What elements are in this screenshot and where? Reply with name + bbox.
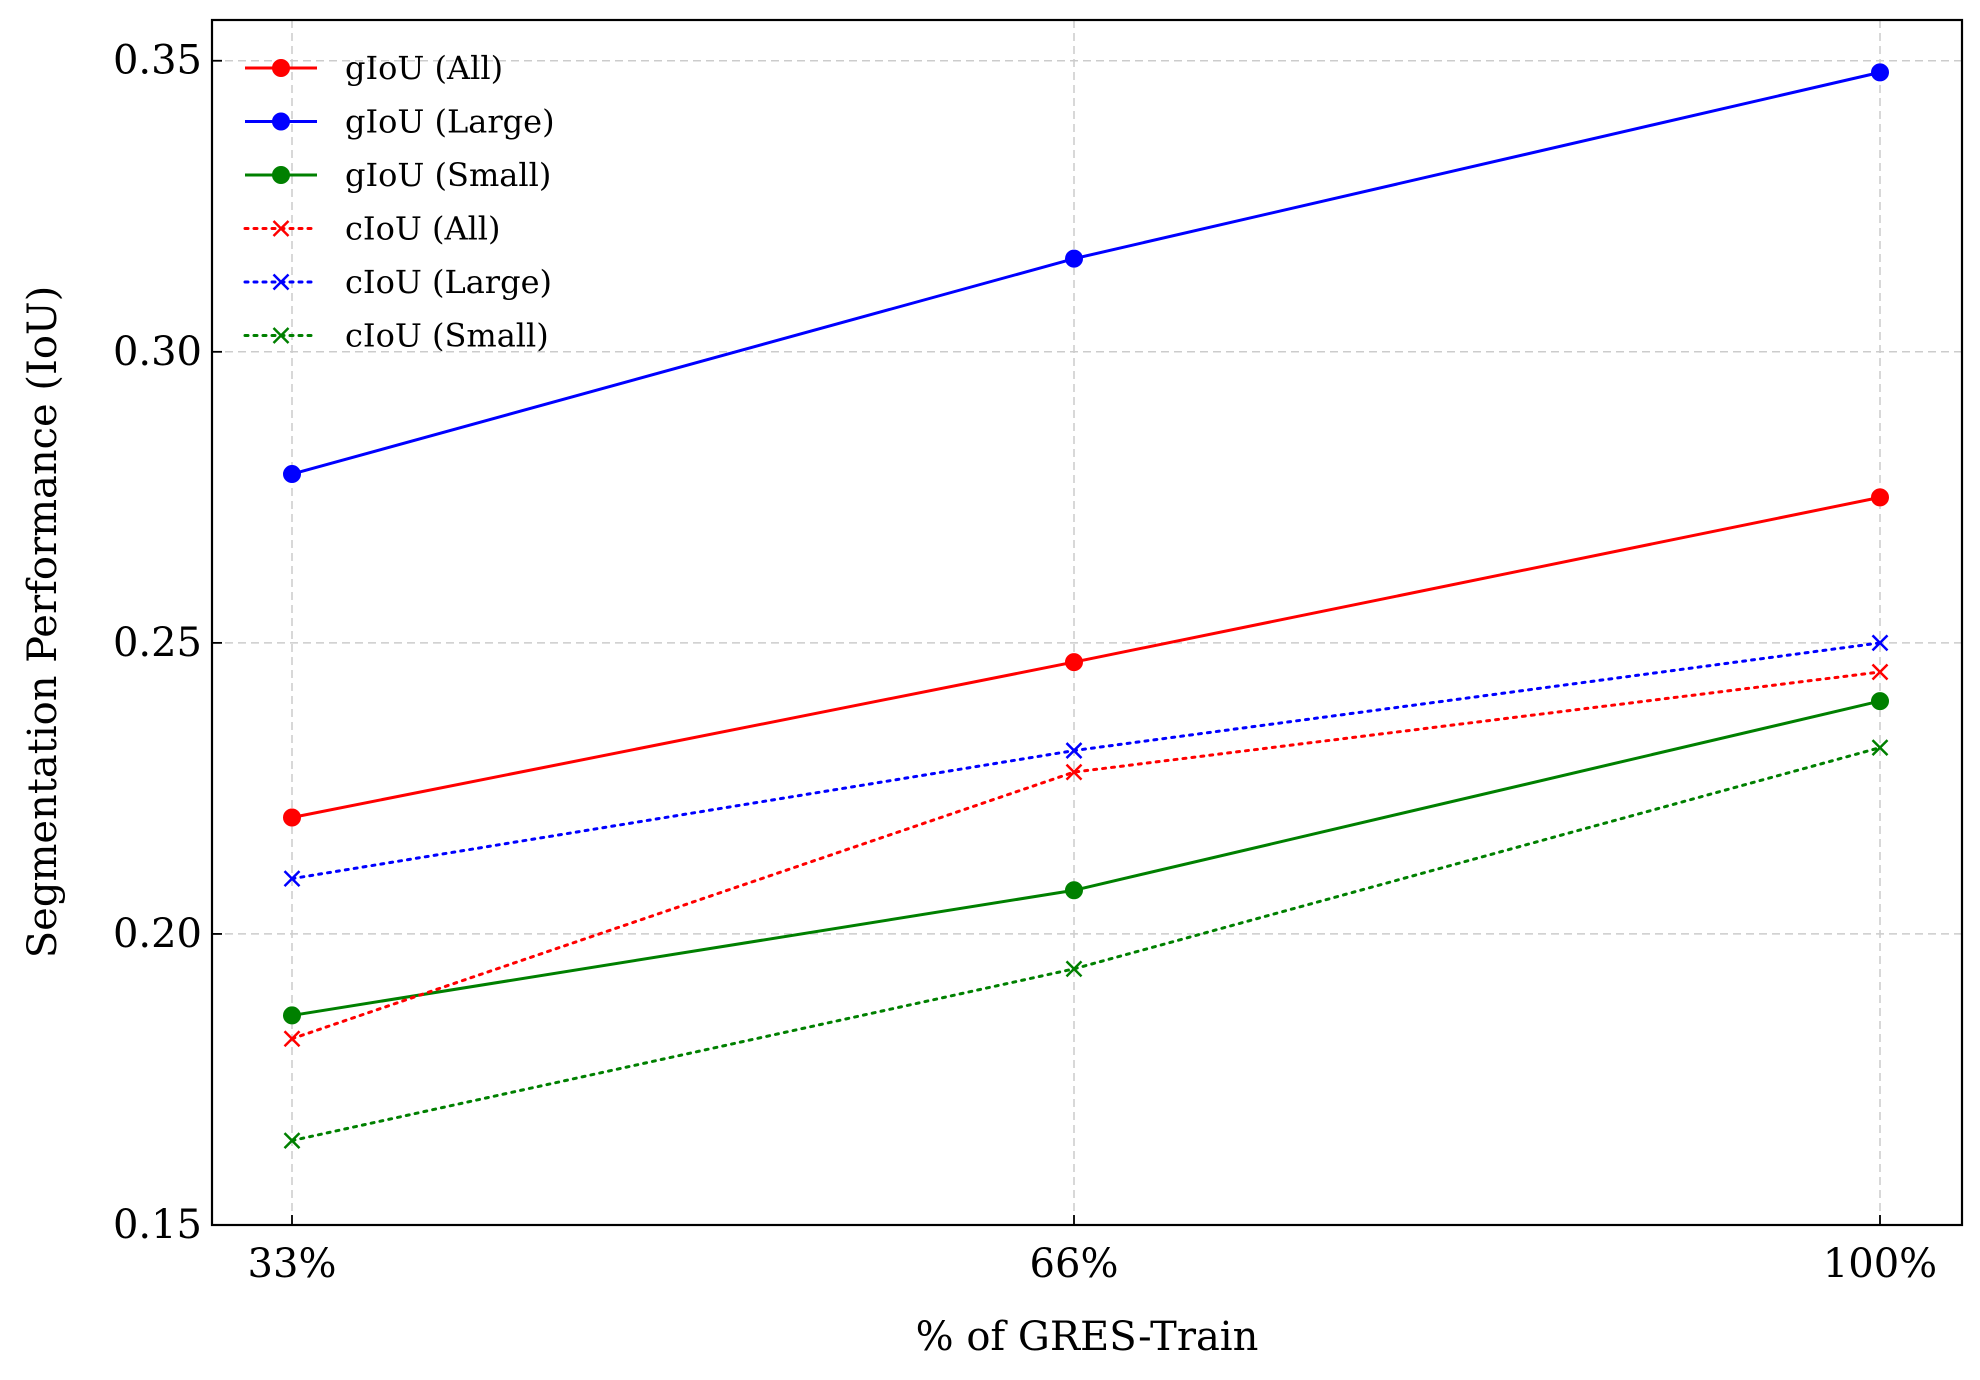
- legend-label: cIoU (Small): [345, 317, 549, 355]
- y-tick-label: 0.25: [113, 620, 202, 666]
- legend-marker-stroke-b: [272, 327, 290, 344]
- data-point-stroke-b: [1065, 742, 1083, 759]
- x-axis-title: % of GRES-Train: [916, 1314, 1259, 1360]
- series-line-4: [290, 641, 1882, 881]
- data-point-stroke-b: [283, 870, 301, 888]
- legend-marker: [272, 220, 290, 237]
- data-point: [1065, 881, 1083, 900]
- data-point: [1871, 739, 1889, 757]
- legend-marker: [272, 166, 290, 184]
- y-tick-label: 0.30: [113, 329, 202, 375]
- legend-marker-stroke-b: [272, 220, 290, 237]
- legend-label: cIoU (All): [345, 210, 501, 248]
- data-point: [1065, 960, 1083, 978]
- data-point: [1871, 63, 1889, 82]
- legend: gIoU (All) gIoU (Large) gIoU (Small) cIoU (…: [243, 49, 555, 355]
- data-point: [283, 870, 301, 888]
- data-point: [1065, 653, 1083, 672]
- series-lines: [283, 63, 1889, 1149]
- data-point: [1871, 692, 1889, 711]
- legend-label: gIoU (Large): [345, 103, 555, 141]
- data-point: [283, 465, 301, 484]
- data-point: [1871, 634, 1889, 652]
- series-line-5: [290, 746, 1882, 1143]
- y-tick-label: 0.15: [113, 1202, 202, 1248]
- legend-marker: [272, 59, 290, 77]
- series-line-3: [290, 670, 1882, 1041]
- y-tick-label: 0.35: [113, 38, 202, 84]
- plot-frame: [210, 18, 1964, 1227]
- x-tick-label: 100%: [1823, 1241, 1937, 1287]
- legend-marker: [272, 112, 290, 131]
- data-point-stroke-b: [1065, 960, 1083, 978]
- data-point-stroke-b: [283, 1030, 301, 1048]
- data-point: [1871, 488, 1889, 507]
- data-point-stroke-b: [1871, 663, 1889, 681]
- data-point: [1065, 249, 1083, 268]
- x-tick-label: 33%: [248, 1241, 337, 1287]
- legend-label: gIoU (Small): [345, 156, 551, 194]
- legend-marker: [272, 273, 290, 291]
- legend-marker: [272, 327, 290, 344]
- y-tick-label: 0.20: [113, 911, 202, 957]
- data-point: [283, 808, 301, 827]
- x-tick-label: 66%: [1030, 1241, 1119, 1287]
- data-point: [283, 1132, 301, 1149]
- data-point: [1871, 663, 1889, 681]
- grid-lines: [212, 20, 1962, 1225]
- data-point: [1065, 763, 1083, 781]
- legend-label: gIoU (All): [345, 49, 503, 87]
- data-point-stroke-b: [283, 1132, 301, 1149]
- legend-marker-stroke-b: [272, 273, 290, 291]
- data-point-stroke-b: [1065, 763, 1083, 781]
- y-axis-title: Segmentation Performance (IoU): [20, 286, 66, 958]
- legend-label: cIoU (Large): [345, 263, 552, 301]
- data-point: [283, 1006, 301, 1025]
- axis-ticks: 0.15 0.20 0.25 0.30 0.35 33% 66% 100%: [113, 38, 1937, 1287]
- data-point: [1065, 742, 1083, 759]
- data-point: [283, 1030, 301, 1048]
- data-point-stroke-b: [1871, 739, 1889, 757]
- data-point-stroke-b: [1871, 634, 1889, 652]
